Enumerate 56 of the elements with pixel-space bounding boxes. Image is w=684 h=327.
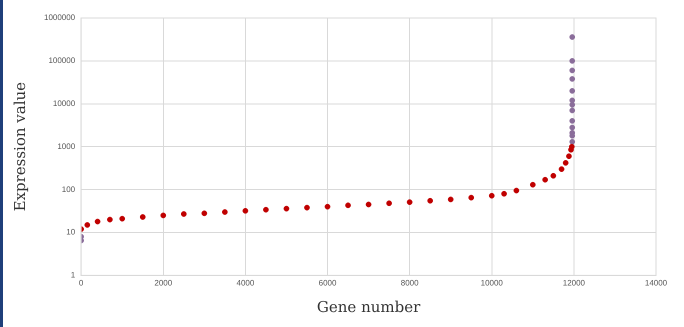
point	[550, 172, 556, 179]
point	[304, 204, 310, 210]
point	[569, 138, 576, 145]
point	[140, 214, 146, 220]
y-axis-title: Expression value	[10, 82, 29, 212]
point	[119, 216, 126, 222]
point	[569, 68, 576, 74]
point	[386, 200, 392, 206]
x-tick-label: 14000	[644, 278, 668, 288]
point	[569, 118, 576, 124]
point	[284, 206, 290, 212]
point	[514, 188, 520, 194]
point	[263, 206, 269, 213]
point	[366, 202, 372, 208]
y-tick-label: 1	[70, 270, 76, 280]
x-axis-title: Gene number	[316, 298, 422, 316]
x-tick-label: 4000	[236, 278, 255, 288]
point	[569, 76, 576, 82]
y-tick-label: 100	[62, 184, 76, 194]
point	[324, 204, 330, 210]
point	[569, 58, 576, 64]
point	[222, 209, 228, 215]
y-tick-label: 1000	[57, 142, 76, 151]
point	[569, 124, 576, 130]
x-tick-label: 10000	[480, 278, 504, 288]
x-tick-label: 12000	[562, 278, 586, 288]
point	[160, 212, 166, 218]
x-tick-label: 6000	[318, 278, 337, 288]
point	[201, 210, 208, 216]
point	[542, 176, 548, 183]
point	[448, 196, 454, 202]
x-tick-label: 0	[78, 278, 84, 288]
y-tick-label: 100000	[48, 56, 76, 66]
y-tick-label: 10000	[52, 99, 76, 108]
point	[501, 190, 507, 197]
point	[406, 199, 412, 205]
point	[569, 34, 576, 40]
point	[94, 218, 100, 224]
point	[107, 216, 113, 222]
point	[530, 182, 536, 188]
point	[558, 166, 564, 172]
point	[468, 194, 474, 200]
y-tick-label: 1000000	[44, 13, 76, 22]
y-tick-label: 10	[66, 228, 76, 237]
x-tick-label: 8000	[400, 278, 420, 288]
point	[562, 160, 569, 166]
point	[566, 153, 572, 160]
point	[569, 88, 576, 94]
point	[180, 211, 187, 217]
point	[569, 108, 576, 114]
point	[345, 202, 351, 208]
point	[242, 208, 248, 214]
point	[427, 198, 434, 204]
point	[488, 192, 495, 199]
x-tick-label: 2000	[154, 278, 173, 288]
point	[84, 222, 90, 228]
